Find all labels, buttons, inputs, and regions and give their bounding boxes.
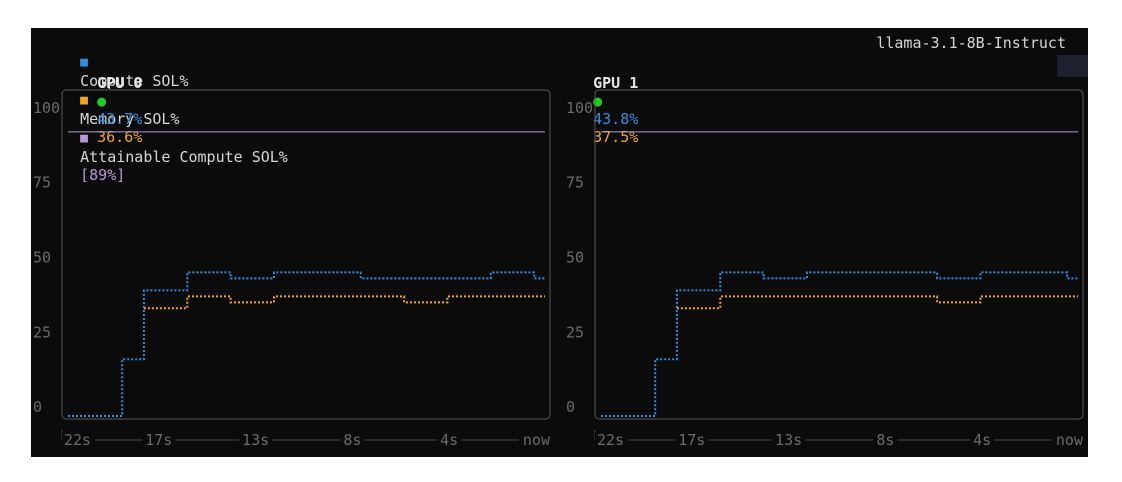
- x-tick-label: 13s: [775, 431, 802, 449]
- plot-frame: [61, 89, 551, 420]
- y-tick-label: 75: [566, 174, 584, 192]
- attainable-legend-label: Attainable Compute SOL%: [80, 148, 288, 166]
- x-tick-label: 13s: [242, 431, 269, 449]
- y-tick-label: 0: [33, 398, 42, 416]
- gpu-0-status-dot: ●: [97, 92, 107, 110]
- plot-frame: [594, 89, 1084, 420]
- y-tick-label: 75: [33, 174, 51, 192]
- gpu-0-label: GPU 0: [97, 74, 143, 92]
- compute-legend-label: Compute SOL%: [80, 72, 189, 90]
- x-tick-label: 4s: [440, 431, 458, 449]
- gpu-1-chart-panel: 0 25 50 75 100 22s 17s 13s 8s 4s now: [564, 86, 1088, 457]
- y-tick-label: 50: [33, 248, 51, 266]
- y-tick-label: 25: [566, 323, 584, 341]
- x-tick-bg: [519, 432, 552, 448]
- x-tick-bg: [437, 432, 462, 448]
- gpu-0-memory-pct: 36.6%: [97, 128, 143, 146]
- x-tick-label: 22s: [597, 431, 624, 449]
- gpu-0-chart: 0 25 50 75 100 22s 17s 13s 8s 4s now: [33, 89, 552, 449]
- x-tick-label: 8s: [876, 431, 894, 449]
- series-line: [143, 295, 545, 310]
- legend: ■ Compute SOL% ■ Memory SOL% ■ Attainabl…: [44, 34, 288, 202]
- gpu-1-status-dot: ●: [593, 92, 603, 110]
- compute-legend-square: ■: [80, 55, 88, 70]
- x-tick-label: 22s: [64, 431, 91, 449]
- x-tick-bg: [873, 432, 898, 448]
- attainable-legend-square: ■: [80, 131, 88, 146]
- scrollbar-thumb[interactable]: [1057, 55, 1088, 77]
- x-tick-label: 17s: [145, 431, 172, 449]
- x-tick-label: 4s: [973, 431, 991, 449]
- gpu-1-chart: 0 25 50 75 100 22s 17s 13s 8s 4s now: [566, 89, 1085, 449]
- series-line: [601, 271, 1078, 417]
- model-name: llama-3.1-8B-Instruct: [876, 34, 1066, 52]
- terminal-window: ■ Compute SOL% ■ Memory SOL% ■ Attainabl…: [31, 28, 1088, 457]
- gpu-1-compute-pct: 43.8%: [593, 110, 639, 128]
- x-tick-bg: [142, 432, 176, 448]
- x-tick-bg: [62, 432, 95, 448]
- series-line: [676, 295, 1078, 310]
- gpu-1-memory-pct: 37.5%: [593, 128, 639, 146]
- x-tick-bg: [340, 432, 365, 448]
- y-tick-label: 100: [566, 99, 593, 117]
- gpu-0-header: GPU 0 ● 43.7% 36.6%: [61, 56, 142, 164]
- attainable-legend-value: [89%]: [80, 166, 126, 184]
- series-line: [68, 271, 545, 417]
- x-tick-label: 17s: [678, 431, 705, 449]
- x-tick-label: 8s: [343, 431, 361, 449]
- gpu-0-compute-pct: 43.7%: [97, 110, 143, 128]
- memory-legend-square: ■: [80, 93, 88, 108]
- y-tick-label: 0: [566, 398, 575, 416]
- x-tick-bg: [675, 432, 709, 448]
- y-tick-label: 100: [33, 99, 60, 117]
- x-tick-bg: [970, 432, 995, 448]
- x-tick-bg: [595, 432, 628, 448]
- y-tick-label: 50: [566, 248, 584, 266]
- x-tick-bg: [239, 432, 273, 448]
- gpu-0-chart-panel: 0 25 50 75 100 22s 17s 13s 8s 4s now: [31, 86, 555, 457]
- x-tick-bg: [772, 432, 806, 448]
- gpu-1-label: GPU 1: [593, 74, 639, 92]
- y-tick-label: 25: [33, 323, 51, 341]
- memory-legend-label: Memory SOL%: [80, 110, 180, 128]
- x-tick-label: now: [523, 431, 551, 449]
- x-tick-bg: [1052, 432, 1085, 448]
- gpu-1-header: GPU 1 ● 43.8% 37.5%: [557, 56, 638, 164]
- x-tick-label: now: [1056, 431, 1084, 449]
